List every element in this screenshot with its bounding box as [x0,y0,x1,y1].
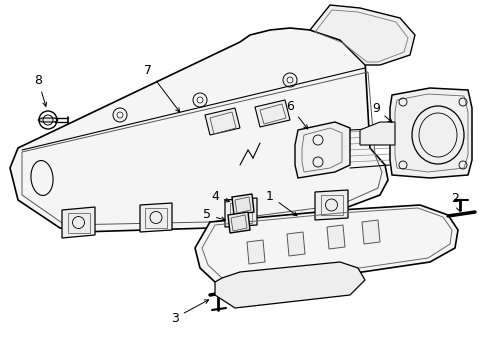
Polygon shape [140,203,172,232]
Polygon shape [295,122,350,178]
Text: 5: 5 [203,208,225,221]
Polygon shape [315,190,348,220]
Text: 7: 7 [144,63,180,112]
Text: 6: 6 [286,99,308,129]
Polygon shape [327,225,345,249]
Text: 3: 3 [171,300,209,324]
Polygon shape [310,5,415,65]
Text: 9: 9 [372,102,392,122]
Polygon shape [62,207,95,238]
Polygon shape [360,122,395,145]
Text: 2: 2 [451,192,460,211]
Polygon shape [225,198,257,227]
Polygon shape [10,28,388,232]
Polygon shape [38,118,58,122]
Text: 8: 8 [34,73,47,106]
Text: 4: 4 [211,189,229,202]
Polygon shape [232,194,254,215]
Polygon shape [247,240,265,264]
Polygon shape [390,88,472,178]
Polygon shape [195,205,458,290]
Polygon shape [287,232,305,256]
Polygon shape [205,108,240,135]
Polygon shape [228,212,250,233]
Polygon shape [255,100,290,127]
Text: 1: 1 [266,189,297,216]
Polygon shape [215,262,365,308]
Polygon shape [362,220,380,244]
